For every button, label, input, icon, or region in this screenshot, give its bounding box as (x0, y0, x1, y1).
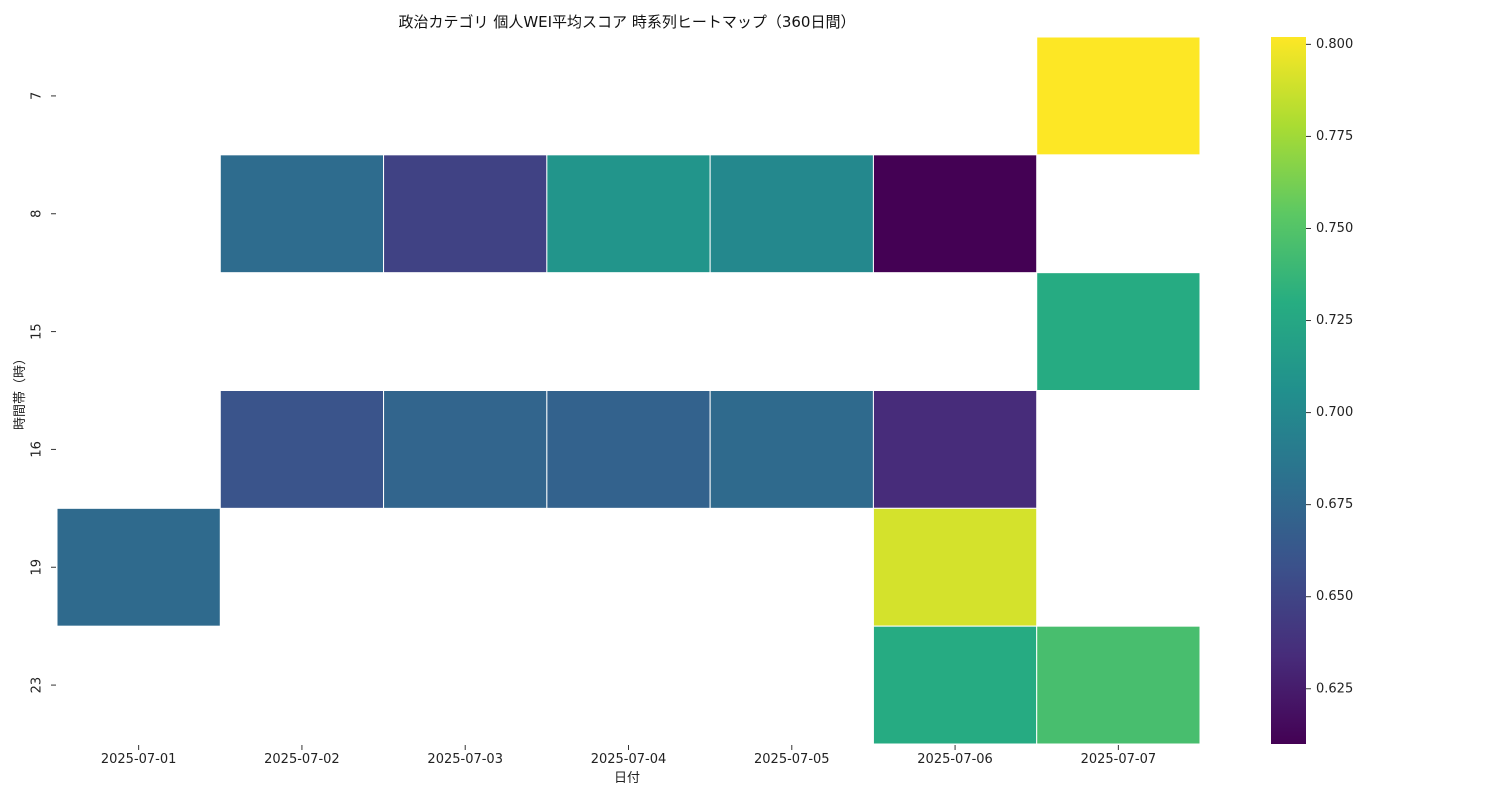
heatmap-cells (56, 36, 1201, 745)
heatmap-cell (383, 390, 548, 509)
heatmap-cell (546, 390, 711, 509)
colorbar-tick-label: 0.675 (1316, 497, 1353, 512)
x-tick-label: 2025-07-04 (591, 752, 667, 767)
x-tick-label: 2025-07-03 (427, 752, 503, 767)
heatmap-cell (1036, 272, 1201, 391)
heatmap-cell (709, 390, 874, 509)
y-tick-label: 8 (30, 210, 45, 218)
colorbar-tick-label: 0.700 (1316, 405, 1353, 420)
colorbar-tick-label: 0.650 (1316, 589, 1353, 604)
x-tick-label: 2025-07-02 (264, 752, 340, 767)
heatmap-cell (872, 154, 1038, 274)
chart-title: 政治カテゴリ 個人WEI平均スコア 時系列ヒートマップ（360日間） (399, 13, 856, 31)
heatmap-cell (872, 390, 1038, 509)
colorbar (1271, 37, 1306, 744)
heatmap-cell (546, 154, 711, 274)
heatmap-cell (56, 507, 221, 627)
colorbar-tick-label: 0.625 (1316, 681, 1353, 696)
colorbar-tick-label: 0.775 (1316, 129, 1353, 144)
colorbar-tick-label: 0.750 (1316, 221, 1353, 236)
x-tick-label: 2025-07-07 (1081, 752, 1157, 767)
heatmap-cell (219, 154, 385, 274)
x-tick-label: 2025-07-01 (101, 752, 177, 767)
heatmap-cell (219, 390, 385, 509)
x-tick-label: 2025-07-06 (917, 752, 993, 767)
heatmap-cell (709, 154, 874, 274)
heatmap-cell (383, 154, 548, 274)
colorbar-ticks: 0.625 0.650 0.675 0.700 0.725 0.750 0.775 0.800 (1306, 37, 1353, 696)
y-tick-label: 7 (30, 92, 45, 100)
x-axis-title: 日付 (614, 771, 640, 786)
y-tick-label: 19 (30, 559, 45, 576)
colorbar-tick-label: 0.725 (1316, 313, 1353, 328)
y-tick-label: 16 (30, 441, 45, 458)
colorbar-tick-label: 0.800 (1316, 37, 1353, 52)
y-axis-ticks: 7 8 15 16 19 23 (30, 92, 56, 694)
heatmap-cell (872, 625, 1038, 745)
y-tick-label: 23 (30, 677, 45, 694)
heatmap-cell (872, 507, 1038, 627)
y-axis-title: 時間帯（時） (13, 352, 28, 430)
x-tick-label: 2025-07-05 (754, 752, 830, 767)
heatmap-cell (1036, 36, 1201, 156)
heatmap-cell (1036, 625, 1201, 745)
y-tick-label: 15 (30, 323, 45, 340)
x-axis-ticks: 2025-07-01 2025-07-02 2025-07-03 2025-07-04… (101, 745, 1156, 767)
